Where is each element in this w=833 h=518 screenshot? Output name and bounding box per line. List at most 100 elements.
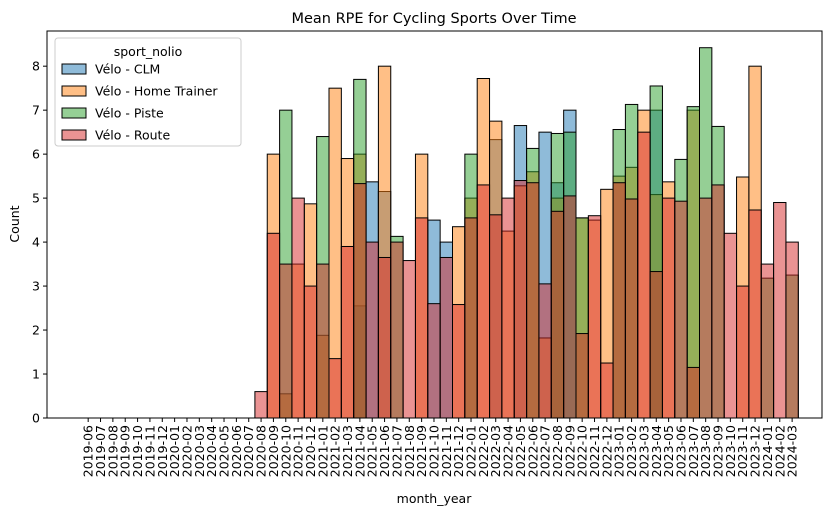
bar-s3-2021-02 [328, 358, 342, 419]
bar-s3-2023-09 [711, 184, 725, 419]
x-tick-label-2019-06: 2019-06 [81, 425, 96, 477]
y-tick-label-3: 3 [32, 279, 40, 294]
x-tick-label-2024-03: 2024-03 [785, 425, 800, 477]
x-tick-label-2021-10: 2021-10 [426, 425, 441, 477]
x-tick-label-2019-08: 2019-08 [105, 425, 120, 477]
x-tick-label-2022-07: 2022-07 [538, 425, 553, 477]
x-tick-label-2020-06: 2020-06 [229, 425, 244, 477]
bar-s3-2021-10 [427, 303, 441, 419]
x-tick-label-2022-12: 2022-12 [599, 425, 614, 477]
x-tick-label-2021-11: 2021-11 [439, 425, 454, 477]
x-tick-label-2021-09: 2021-09 [414, 425, 429, 477]
bar-s3-2021-03 [340, 245, 355, 419]
y-tick-label-5: 5 [32, 191, 40, 206]
legend-box [54, 37, 242, 147]
x-tick-label-2024-02: 2024-02 [772, 425, 787, 477]
bar-s3-2023-11 [736, 285, 750, 419]
x-tick-label-2022-09: 2022-09 [562, 425, 577, 477]
x-tick-label-2020-07: 2020-07 [241, 425, 256, 477]
x-tick-label-2023-12: 2023-12 [748, 425, 763, 477]
y-axis-label: Count [7, 205, 22, 242]
bar-s3-2023-04 [649, 271, 663, 419]
x-tick-label-2023-01: 2023-01 [612, 425, 627, 477]
x-tick-label-2020-09: 2020-09 [266, 425, 281, 477]
bar-s3-2020-12 [303, 285, 318, 419]
bar-s3-2021-12 [452, 304, 466, 419]
legend-swatch-3 [61, 129, 87, 141]
y-tick-label-8: 8 [32, 59, 40, 74]
x-tick-label-2020-05: 2020-05 [217, 425, 232, 477]
x-axis: 2019-062019-072019-082019-092019-102019-… [81, 418, 800, 477]
y-tick-label-6: 6 [32, 147, 40, 162]
x-tick-label-2024-01: 2024-01 [760, 425, 775, 477]
bar-s3-2022-11 [587, 215, 602, 419]
bar-s3-2024-03 [785, 241, 799, 419]
bar-s3-2022-09 [563, 195, 577, 419]
bar-s3-2020-09 [266, 232, 281, 419]
bar-s3-2022-02 [476, 184, 491, 419]
x-tick-label-2020-08: 2020-08 [254, 425, 269, 477]
bar-s3-2022-10 [575, 333, 589, 419]
y-tick-label-4: 4 [32, 235, 40, 250]
x-tick-label-2022-01: 2022-01 [464, 425, 479, 477]
bar-s3-2024-02 [773, 202, 787, 419]
x-tick-label-2023-11: 2023-11 [735, 425, 750, 477]
bar-s3-2023-05 [661, 197, 676, 419]
x-tick-label-2023-03: 2023-03 [636, 425, 651, 477]
bar-s3-2021-01 [316, 263, 330, 419]
x-tick-label-2023-10: 2023-10 [723, 425, 738, 477]
legend: sport_nolio Vélo - CLM Vélo - Home Traine… [54, 37, 242, 147]
x-tick-label-2019-11: 2019-11 [142, 425, 157, 477]
bar-s3-2021-07 [390, 241, 404, 419]
y-axis: 0 1 2 3 4 5 6 7 8 [32, 59, 47, 426]
x-axis-label: month_year [397, 491, 473, 506]
x-tick-label-2020-01: 2020-01 [167, 425, 182, 477]
y-tick-label-7: 7 [32, 103, 40, 118]
x-tick-label-2021-07: 2021-07 [389, 425, 404, 477]
bar-s3-2023-07 [686, 366, 701, 419]
bar-s3-2021-08 [402, 260, 416, 419]
x-tick-label-2019-07: 2019-07 [93, 425, 108, 477]
bar-s3-2022-04 [501, 197, 515, 419]
x-tick-label-2021-02: 2021-02 [328, 425, 343, 477]
chart-title: Mean RPE for Cycling Sports Over Time [291, 11, 576, 27]
bar-s3-2021-05 [365, 241, 379, 419]
x-tick-label-2022-11: 2022-11 [587, 425, 602, 477]
bar-s3-2023-01 [612, 182, 626, 419]
x-tick-label-2020-03: 2020-03 [192, 425, 207, 477]
x-tick-label-2023-02: 2023-02 [624, 425, 639, 477]
bar-s3-2022-06 [526, 182, 540, 419]
y-tick-label-2: 2 [32, 323, 40, 338]
x-tick-label-2021-08: 2021-08 [402, 425, 417, 477]
x-tick-label-2022-05: 2022-05 [513, 425, 528, 477]
y-tick-label-0: 0 [32, 411, 40, 426]
legend-swatch-0 [61, 63, 87, 75]
bar-s3-2023-12 [748, 209, 762, 419]
x-tick-label-2023-07: 2023-07 [686, 425, 701, 477]
bar-s3-2021-11 [439, 256, 453, 419]
bar-s3-2021-06 [377, 256, 392, 419]
x-tick-label-2023-05: 2023-05 [661, 425, 676, 477]
x-tick-label-2022-03: 2022-03 [488, 425, 503, 477]
bar-s3-2020-10 [279, 263, 293, 419]
bar-s3-2023-06 [674, 200, 688, 419]
bar-s3-2023-08 [699, 197, 713, 419]
x-tick-label-2021-04: 2021-04 [352, 425, 367, 477]
x-tick-label-2020-02: 2020-02 [179, 425, 194, 477]
x-tick-label-2019-10: 2019-10 [130, 425, 145, 477]
legend-swatch-2 [61, 107, 87, 119]
x-tick-label-2022-04: 2022-04 [501, 425, 516, 477]
bar-s3-2022-05 [513, 180, 528, 419]
legend-label-1: Vélo - Home Trainer [95, 84, 218, 99]
x-tick-label-2020-11: 2020-11 [291, 425, 306, 477]
x-tick-label-2020-10: 2020-10 [278, 425, 293, 477]
x-tick-label-2019-12: 2019-12 [155, 425, 170, 477]
bar-s3-2022-03 [489, 214, 503, 419]
legend-title: sport_nolio [114, 44, 183, 59]
bar-s3-2021-04 [353, 183, 367, 419]
bar-s3-2022-01 [464, 217, 478, 419]
bar-s3-2023-02 [624, 198, 639, 419]
x-tick-label-2023-06: 2023-06 [673, 425, 688, 477]
